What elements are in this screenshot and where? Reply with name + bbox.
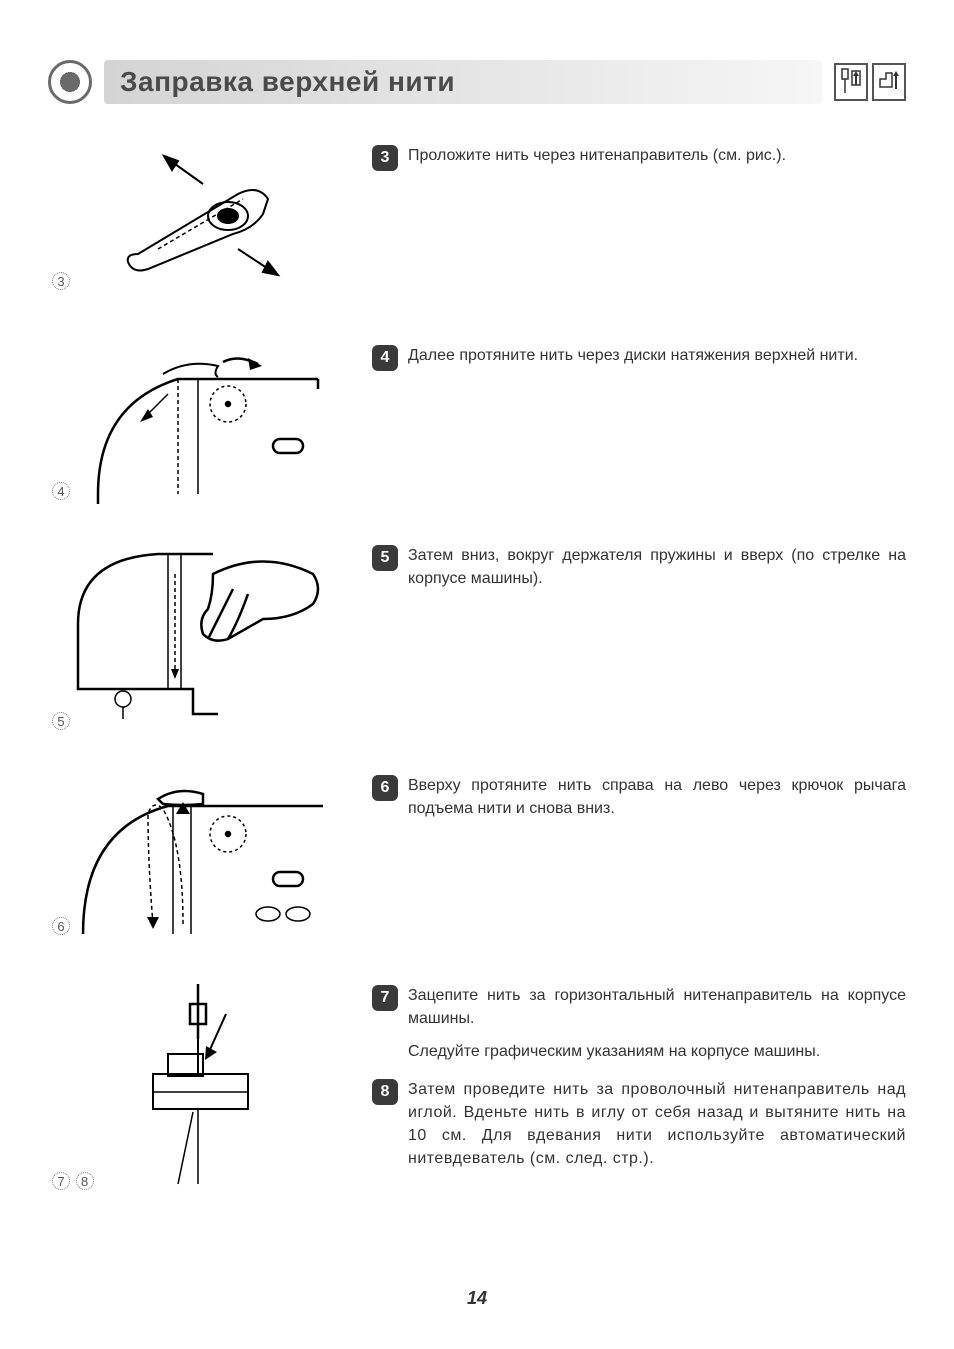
step-row: 3 3 Проложите нить через нитенаправитель… xyxy=(48,144,906,314)
step-text-col: 3 Проложите нить через нитенаправитель (… xyxy=(348,144,906,183)
figure-number: 5 xyxy=(52,712,70,730)
figure-label: 5 xyxy=(52,712,72,730)
step-text-col: 7 Зацепите нить за горизонтальный нитена… xyxy=(348,984,906,1182)
figure-number: 3 xyxy=(52,272,70,290)
step-number-badge: 6 xyxy=(372,775,398,801)
step-text-block: 7 Зацепите нить за горизонтальный нитена… xyxy=(372,984,906,1064)
presser-foot-icon xyxy=(872,63,906,101)
step-text-block: 3 Проложите нить через нитенаправитель (… xyxy=(372,144,906,171)
header-right-icons xyxy=(834,63,906,101)
header-title-bar: Заправка верхней нити xyxy=(104,60,822,104)
step-paragraph: Следуйте графическим указаниям на корпус… xyxy=(408,1040,906,1063)
step-text-block: 4 Далее протяните нить через диски натяж… xyxy=(372,344,906,371)
step-figure-3: 3 xyxy=(48,144,348,294)
step-row: 5 5 Затем вниз, вокруг держателя пружины… xyxy=(48,544,906,744)
figure-number: 7 xyxy=(52,1172,70,1190)
figure-label: 4 xyxy=(52,482,72,500)
figure-label: 3 xyxy=(52,272,72,290)
steps-container: 3 3 Проложите нить через нитенаправитель… xyxy=(48,144,906,1214)
step-paragraph: Проложите нить через нитенаправитель (см… xyxy=(408,144,906,167)
step-paragraph: Вверху протяните нить справа на лево чер… xyxy=(408,774,906,820)
step-row: 4 4 Далее протяните нить через диски нат… xyxy=(48,344,906,514)
page-title: Заправка верхней нити xyxy=(120,66,806,98)
step-text-col: 6 Вверху протяните нить справа на лево ч… xyxy=(348,774,906,832)
needle-position-icon xyxy=(834,63,868,101)
figure-number: 6 xyxy=(52,917,70,935)
step-number-badge: 5 xyxy=(372,545,398,571)
step-text-col: 4 Далее протяните нить через диски натяж… xyxy=(348,344,906,383)
header-bullet-icon xyxy=(48,60,92,104)
step-figure-6: 6 xyxy=(48,774,348,939)
page-header: Заправка верхней нити xyxy=(48,60,906,104)
page-number: 14 xyxy=(0,1288,954,1309)
step-number-badge: 8 xyxy=(372,1079,398,1105)
step-paragraph: Зацепите нить за горизонтальный нитенапр… xyxy=(408,984,906,1030)
step-paragraph-group: Зацепите нить за горизонтальный нитенапр… xyxy=(408,984,906,1064)
step-text-block: 5 Затем вниз, вокруг держателя пружины и… xyxy=(372,544,906,590)
step-row: 6 6 Вверху протяните нить справа на лево… xyxy=(48,774,906,954)
step-row: 7 8 7 Зацепите нить за горизонтальный ни… xyxy=(48,984,906,1214)
figure-label: 7 8 xyxy=(52,1172,96,1190)
figure-number: 8 xyxy=(76,1172,94,1190)
step-number-badge: 3 xyxy=(372,145,398,171)
step-paragraph: Затем проведите нить за проволочный ните… xyxy=(408,1078,906,1171)
step-text-block: 6 Вверху протяните нить справа на лево ч… xyxy=(372,774,906,820)
step-paragraph: Затем вниз, вокруг держателя пружины и в… xyxy=(408,544,906,590)
step-text-block: 8 Затем проведите нить за проволочный ни… xyxy=(372,1078,906,1171)
step-figure-5: 5 xyxy=(48,544,348,734)
step-figure-7-8: 7 8 xyxy=(48,984,348,1194)
step-figure-4: 4 xyxy=(48,344,348,504)
step-number-badge: 4 xyxy=(372,345,398,371)
figure-label: 6 xyxy=(52,917,72,935)
step-text-col: 5 Затем вниз, вокруг держателя пружины и… xyxy=(348,544,906,602)
step-paragraph: Далее протяните нить через диски натяжен… xyxy=(408,344,906,367)
step-number-badge: 7 xyxy=(372,985,398,1011)
figure-number: 4 xyxy=(52,482,70,500)
